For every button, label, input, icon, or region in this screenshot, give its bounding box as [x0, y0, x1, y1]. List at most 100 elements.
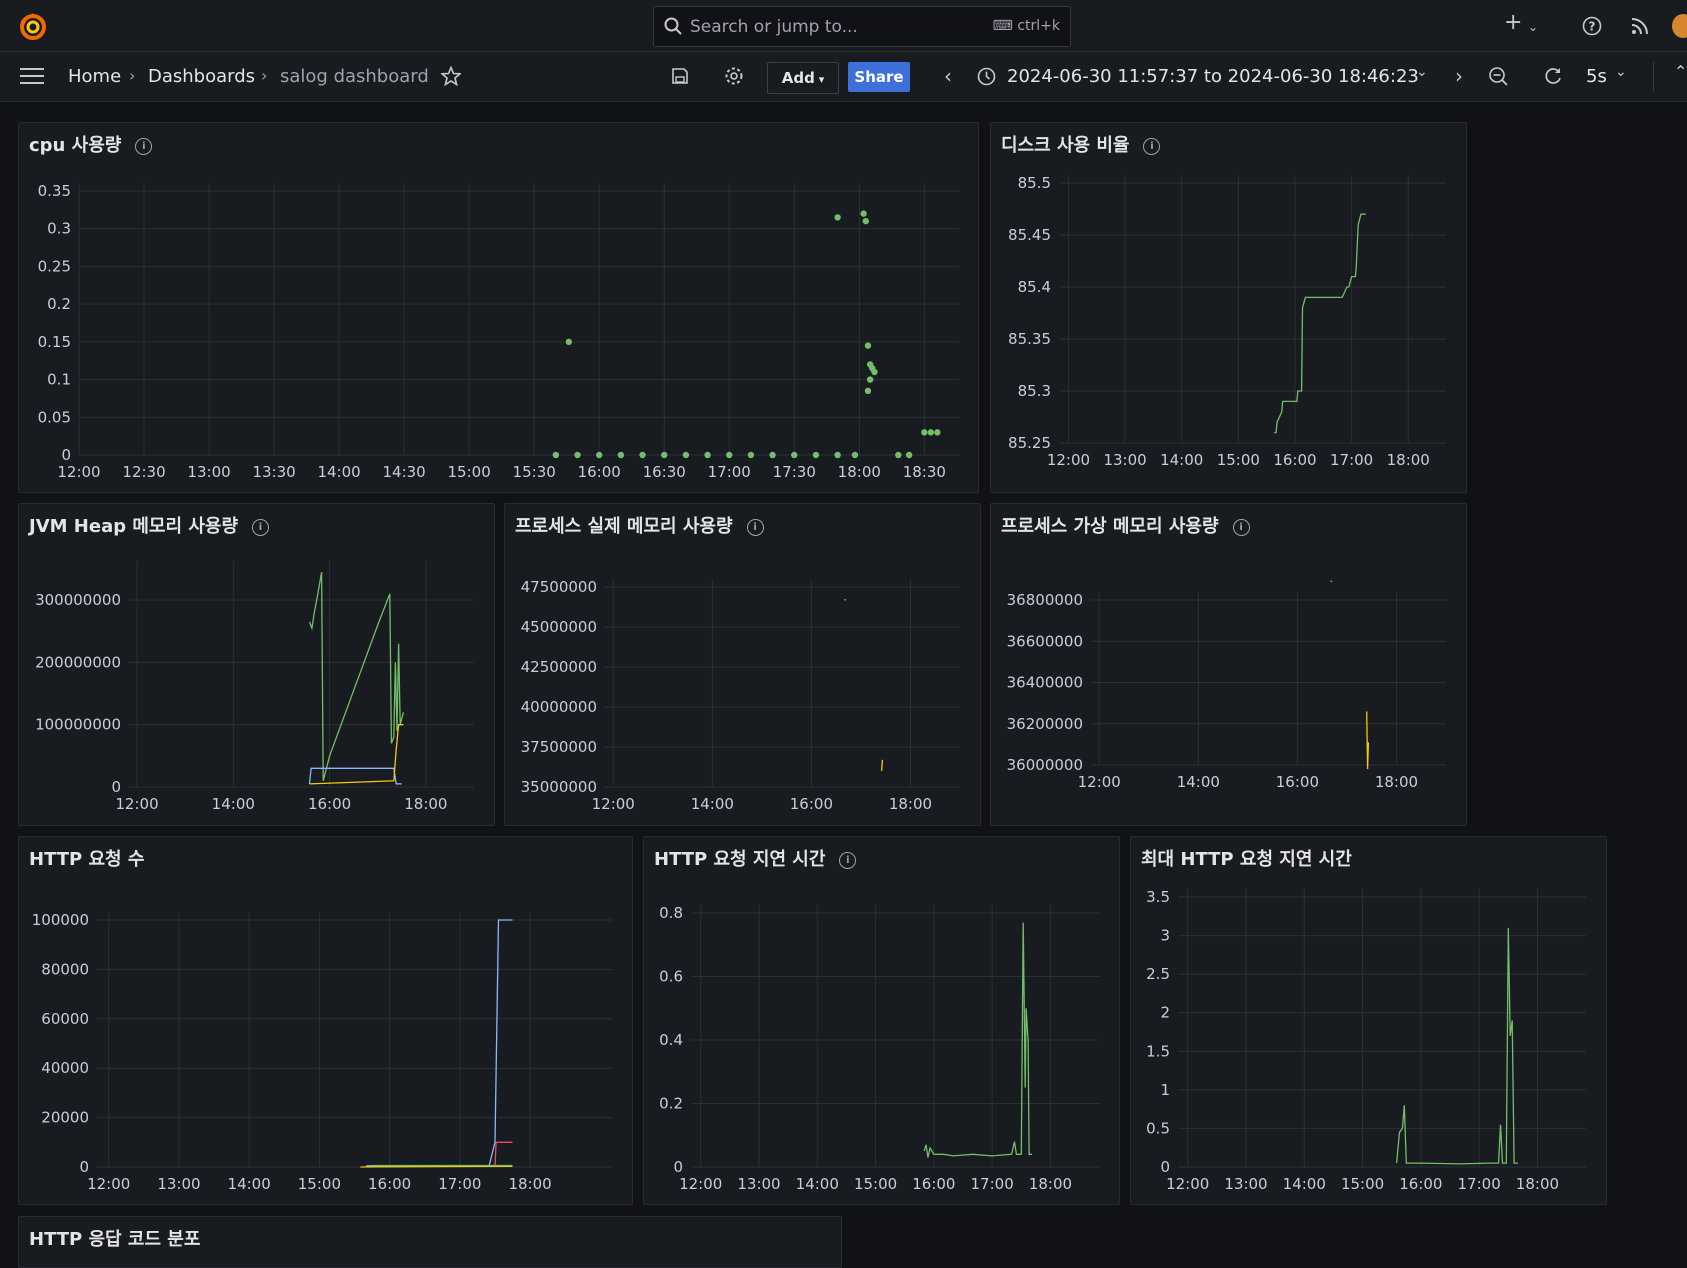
- data-point: [864, 342, 872, 349]
- info-icon[interactable]: i: [1143, 137, 1161, 155]
- zoom-out-icon[interactable]: [1488, 66, 1509, 87]
- menu-icon[interactable]: [20, 67, 44, 85]
- star-icon[interactable]: [441, 66, 461, 86]
- x-tick-label: 15:00: [448, 463, 491, 481]
- chevron-down-icon[interactable]: ⌄: [1528, 20, 1539, 34]
- chevron-down-icon[interactable]: ⌄: [1615, 64, 1627, 80]
- virt-mem-chart[interactable]: 36000000 36200000 36400000 36600000 36800000…: [991, 504, 1466, 825]
- y-tick-label: 36800000: [1007, 591, 1083, 609]
- x-tick-label: 13:00: [187, 463, 230, 481]
- x-tick-label: 12:00: [1078, 773, 1121, 791]
- news-feed-icon[interactable]: [1631, 17, 1649, 35]
- x-tick-label: 17:00: [438, 1175, 481, 1193]
- settings-gear-icon[interactable]: [724, 66, 744, 86]
- x-tick-label: 12:00: [1047, 451, 1090, 469]
- search-placeholder[interactable]: Search or jump to...: [690, 17, 858, 37]
- y-tick-label: 2.5: [1146, 965, 1170, 983]
- data-point: [704, 451, 711, 459]
- panel-title-text: HTTP 응답 코드 분포: [29, 1229, 201, 1250]
- x-tick-label: 18:00: [1029, 1175, 1072, 1193]
- info-icon[interactable]: i: [252, 518, 270, 536]
- x-tick-label: 14:00: [796, 1175, 839, 1193]
- save-icon[interactable]: [671, 67, 689, 85]
- y-tick-label: 3.5: [1146, 888, 1170, 906]
- y-tick-label: 0.35: [38, 182, 71, 200]
- x-tick-label: 18:00: [1516, 1175, 1559, 1193]
- chevron-down-icon[interactable]: ⌄: [1416, 64, 1428, 80]
- breadcrumb-home[interactable]: Home: [68, 66, 122, 87]
- y-tick-label: 0: [61, 446, 71, 464]
- search-box[interactable]: Search or jump to... ⌨ ctrl+k: [653, 6, 1071, 47]
- x-tick-label: 12:00: [592, 795, 635, 813]
- disk-chart[interactable]: 85.25 85.3 85.35 85.4 85.45 85.5 12:00 13:00 14:…: [991, 123, 1466, 492]
- refresh-interval-picker[interactable]: 5s: [1586, 66, 1607, 87]
- http-latency-chart[interactable]: 0 0.2 0.4 0.6 0.8 12:00 13:00 14:00 15:00 16:00 17…: [644, 837, 1119, 1204]
- panel-real-mem[interactable]: 프로세스 실제 메모리 사용량 i 35000000 37500000 4000000…: [504, 503, 981, 826]
- panel-disk[interactable]: 디스크 사용 비율 i 85.25 85.3 85.35 85.4 85.45 85.5 12…: [990, 122, 1467, 493]
- data-point: [639, 451, 646, 459]
- info-icon[interactable]: i: [135, 137, 153, 155]
- x-tick-label: 13:00: [737, 1175, 780, 1193]
- keyboard-icon: ⌨: [992, 18, 1018, 34]
- time-range-picker[interactable]: 2024-06-30 11:57:37 to 2024-06-30 18:46:…: [1007, 66, 1419, 87]
- avatar[interactable]: [1672, 14, 1687, 38]
- cpu-chart[interactable]: 0 0.05 0.1 0.15 0.2 0.25 0.3 0.35 12:00 12:30 13:0…: [19, 123, 978, 492]
- panel-virt-mem[interactable]: 프로세스 가상 메모리 사용량 i 36000000 36200000 3640000…: [990, 503, 1467, 826]
- panel-http-count[interactable]: HTTP 요청 수 0 20000 40000 60000 80000 100000 12:…: [18, 836, 633, 1205]
- jvm-chart[interactable]: 0 100000000 200000000 300000000 12:00 14:00 16…: [19, 504, 494, 825]
- breadcrumb-dashboards[interactable]: Dashboards: [148, 66, 256, 87]
- real-mem-chart[interactable]: 35000000 37500000 40000000 42500000 45000000…: [505, 504, 980, 825]
- grafana-logo-icon[interactable]: [17, 11, 49, 43]
- y-tick-label: 42500000: [521, 658, 597, 676]
- x-tick-label: 12:00: [87, 1175, 130, 1193]
- series-line: [366, 919, 513, 1167]
- x-tick-label: 16:00: [1273, 451, 1316, 469]
- help-icon[interactable]: ?: [1582, 16, 1602, 36]
- y-tick-label: 3: [1160, 927, 1170, 945]
- refresh-icon[interactable]: [1543, 66, 1563, 86]
- y-tick-label: 1.5: [1146, 1042, 1170, 1060]
- panel-http-codes[interactable]: HTTP 응답 코드 분포: [18, 1216, 842, 1268]
- data-point: [871, 368, 878, 376]
- data-point: [851, 451, 859, 459]
- y-tick-label: 0: [673, 1158, 683, 1176]
- panel-http-latency[interactable]: HTTP 요청 지연 시간 i 0 0.2 0.4 0.6 0.8 12:00 13:00 14…: [643, 836, 1120, 1205]
- y-tick-label: 37500000: [521, 738, 597, 756]
- y-tick-label: 100000: [32, 911, 89, 929]
- panel-title: 최대 HTTP 요청 지연 시간: [1141, 845, 1352, 871]
- data-point: [905, 451, 913, 459]
- breadcrumb-current: salog dashboard: [280, 66, 429, 87]
- info-icon[interactable]: i: [1232, 518, 1250, 536]
- y-tick-label: 0.2: [47, 295, 71, 313]
- x-tick-label: 13:00: [1224, 1175, 1267, 1193]
- panel-title-text: 최대 HTTP 요청 지연 시간: [1141, 849, 1352, 870]
- collapse-chevron-up-icon[interactable]: ⌃: [1674, 62, 1687, 81]
- data-point: [895, 451, 902, 459]
- search-icon: [664, 17, 682, 35]
- info-icon[interactable]: i: [839, 851, 857, 869]
- x-tick-label: 17:00: [1330, 451, 1373, 469]
- panel-title: 프로세스 가상 메모리 사용량 i: [1001, 512, 1250, 538]
- series-line: [308, 571, 405, 781]
- time-back-icon[interactable]: ‹: [944, 64, 952, 88]
- panel-jvm[interactable]: JVM Heap 메모리 사용량 i 0 100000000 200000000 300…: [18, 503, 495, 826]
- x-tick-label: 14:00: [1160, 451, 1203, 469]
- data-point: [565, 338, 573, 346]
- info-icon[interactable]: i: [746, 518, 764, 536]
- http-count-chart[interactable]: 0 20000 40000 60000 80000 100000 12:00 13:00 14:…: [19, 837, 632, 1204]
- share-button[interactable]: Share: [848, 62, 910, 92]
- y-tick-label: 0.6: [659, 968, 683, 986]
- y-tick-label: 85.25: [1008, 434, 1051, 452]
- new-plus-icon[interactable]: +: [1504, 10, 1523, 35]
- data-point: [927, 429, 935, 436]
- x-tick-label: 18:00: [1375, 773, 1418, 791]
- http-max-latency-chart[interactable]: 0 0.5 1 1.5 2 2.5 3 3.5 12:00 13:00 14:00 15:00 16:0…: [1131, 837, 1606, 1204]
- x-tick-label: 17:30: [773, 463, 816, 481]
- y-tick-label: 85.3: [1018, 382, 1051, 400]
- x-tick-label: 15:00: [854, 1175, 897, 1193]
- x-tick-label: 14:00: [691, 795, 734, 813]
- panel-http-max-latency[interactable]: 최대 HTTP 요청 지연 시간 0 0.5 1 1.5 2 2.5 3 3.5 12:00 13…: [1130, 836, 1607, 1205]
- add-button[interactable]: Add ▾: [767, 62, 839, 94]
- panel-cpu[interactable]: cpu 사용량 i 0 0.05 0.1 0.15 0.2 0.25 0.3 0.35 12:00…: [18, 122, 979, 493]
- time-forward-icon[interactable]: ›: [1455, 64, 1463, 88]
